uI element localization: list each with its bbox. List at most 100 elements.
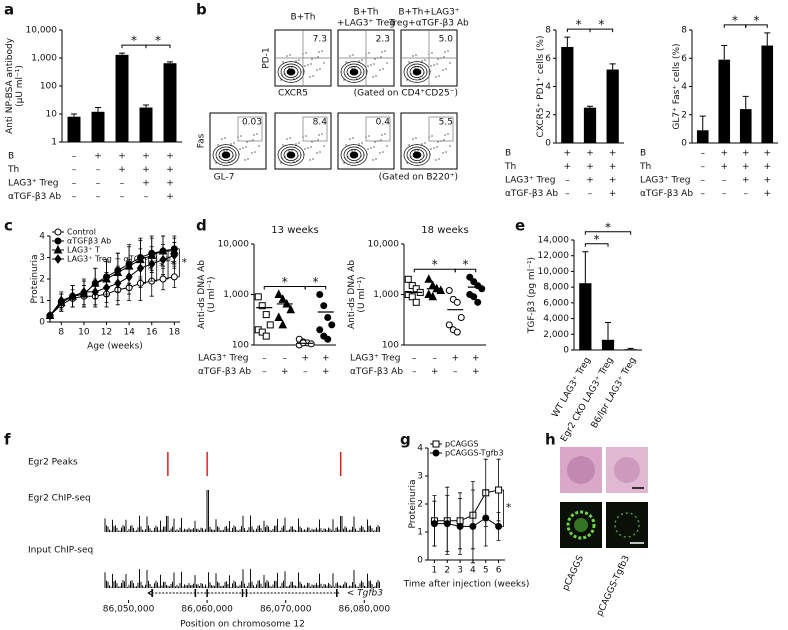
gene-label: < Tgfb3 [347,589,383,599]
flow-dot [252,139,254,141]
flow-gate [401,30,457,86]
condition-value: + [564,149,572,159]
flow-dot [307,147,309,149]
condition-label: αTGF-β3 Ab [350,367,403,377]
flow-dot [414,67,416,69]
flow-contour [406,146,428,164]
condition-value: – [453,367,458,377]
flow-dot [343,79,345,81]
flow-dot [421,143,423,145]
flow-dot [312,75,314,77]
bar [606,69,619,143]
flow-dot [253,134,255,136]
condition-label: Th [639,162,651,172]
flow-dot [384,133,386,135]
legend-label: pCAGGS-Tgfb3 [445,449,504,458]
flow-dot [424,142,426,144]
legend-label: αTGFβ3 Ab [67,237,111,246]
flow-dot [406,162,408,164]
flow-dot [246,141,248,143]
y-tick-label: 12,000 [538,251,570,261]
flow-dot [386,145,388,147]
marker [456,522,464,530]
significance-bracket [154,252,158,282]
error-bar [721,45,728,60]
error-bar [742,95,749,110]
glomerulus [614,457,640,483]
y-tick-label: 0 [545,139,551,149]
flow-y-label: Fas [197,133,207,148]
flow-dot [361,59,363,61]
flow-dot [318,134,320,136]
significance-bracket [304,286,327,290]
flow-title: +LAG3⁺ Treg [337,19,395,29]
y-axis-label: Proteinuria [408,480,418,529]
flow-contour [340,144,368,166]
condition-value: – [283,354,288,364]
condition-value: + [166,165,174,175]
flow-contour [283,66,299,78]
condition-value: – [722,176,727,186]
track-label: Egr2 Peaks [28,458,78,468]
flow-contour [212,144,240,166]
bar [583,107,597,143]
flow-dot [349,138,351,140]
condition-value: – [701,176,706,186]
significance-label: * [155,34,161,48]
flow-dot [372,159,374,161]
flow-dot [384,50,386,52]
marker [466,273,474,281]
y-tick-label: 2 [417,500,423,510]
flow-dot [305,135,307,137]
condition-value: + [472,367,480,377]
flow-dot [305,52,307,54]
marker [170,273,178,281]
flow-dot [286,55,288,57]
y-tick-label: 3 [39,253,45,263]
error-bar [167,61,173,64]
image-label: pCAGGS [561,554,586,593]
condition-label: αTGF-β3 Ab [198,367,251,377]
y-tick-label: 2,000 [543,330,569,340]
flow-dot [412,55,414,57]
flow-dot [307,64,309,66]
panel-letter: c [4,217,13,235]
condition-value: + [763,176,771,186]
marker [324,314,332,322]
flow-dot [258,145,260,147]
x-tick-label: 86,050,000 [103,605,155,615]
marker [328,321,336,329]
significance-label: * [170,258,176,271]
flow-gate [428,116,454,142]
condition-value: + [118,165,126,175]
significance-bracket [501,489,504,527]
flow-dot [309,76,311,78]
y-tick-label: 10,000 [538,267,570,277]
flow-contour [286,68,296,76]
marker [286,304,296,314]
marker [436,285,446,295]
flow-dot [215,162,217,164]
condition-value: + [763,162,771,172]
flow-contour [403,61,431,83]
error-bar [143,104,149,108]
flow-dot [381,134,383,136]
flow-contour [283,149,299,161]
flow-dot [288,150,290,152]
flow-gate [365,116,391,142]
flow-dot [317,139,319,141]
flow-dot [311,58,313,60]
marker [54,228,62,236]
y-axis-label: Proteinuria [30,255,40,304]
flow-dot [288,67,290,69]
condition-value: – [120,179,125,189]
condition-value: – [72,192,77,202]
condition-value: + [609,176,617,186]
flow-gate [338,30,394,86]
flow-dot [433,147,435,149]
significance-bracket [177,248,180,278]
bar [561,46,574,144]
marker [474,298,482,306]
y-tick-label: 2 [39,275,45,285]
